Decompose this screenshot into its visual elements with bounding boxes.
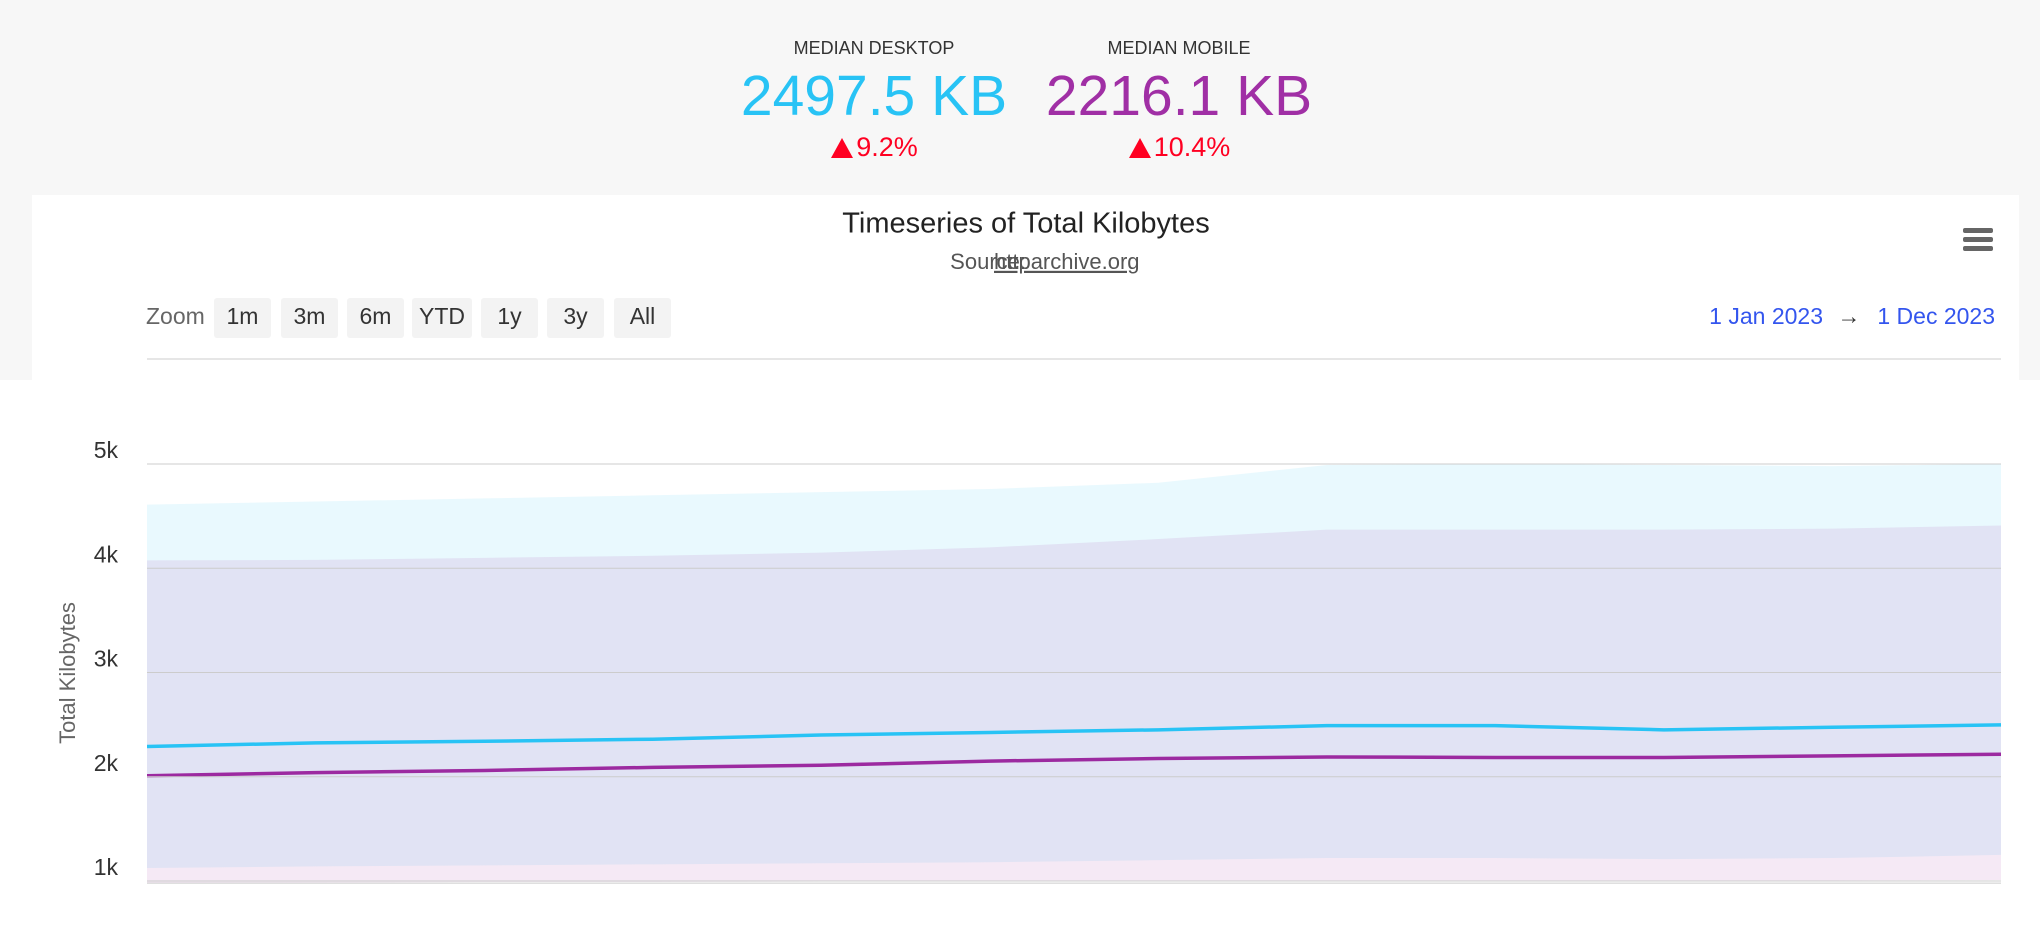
change-text: 10.4% (1153, 132, 1231, 162)
plot-area (147, 464, 2001, 884)
range-from[interactable]: 1 Jan 2023 (1709, 303, 1823, 329)
series-line (147, 723, 2001, 749)
up-arrow (1128, 137, 1151, 158)
zoom-button-bg (614, 298, 671, 338)
zoom-button[interactable]: 1y (481, 298, 538, 338)
zoom-label: Zoom (146, 303, 205, 329)
zoom-button-label: 3y (563, 303, 588, 329)
zoom-button[interactable]: 1m (214, 298, 271, 338)
chart-subtitle: Source: (950, 249, 1026, 274)
zoom-button-label: YTD (419, 303, 465, 329)
zoom-button[interactable]: 6m (347, 298, 404, 338)
zoom-button[interactable]: 3m (281, 298, 338, 338)
subtitle-source: Source: (950, 249, 1026, 274)
y-tick-label: 1k (94, 854, 119, 880)
zoom-button-bg (347, 298, 404, 338)
zoom-button-bg (481, 298, 538, 338)
zoom-button[interactable]: 3y (547, 298, 604, 338)
y-axis-title: Total Kilobytes (55, 602, 80, 744)
zoom-button-label: All (630, 303, 656, 329)
subtitle-link[interactable]: httparchive.org (994, 249, 1140, 274)
metric-change: 10.4% (1029, 132, 1329, 163)
y-tick-label: 2k (94, 750, 119, 776)
zoom-button[interactable]: YTD (412, 298, 472, 338)
zoom-button[interactable]: All (614, 298, 671, 338)
range-separator: → (1838, 303, 1861, 329)
range-band (147, 525, 2001, 884)
range-to[interactable]: 1 Dec 2023 (1877, 303, 1995, 329)
zoom-button-bg (281, 298, 338, 338)
y-tick-label: 3k (94, 646, 119, 672)
metric-change: 9.2% (724, 132, 1024, 163)
metric-desktop: MEDIAN DESKTOP 2497.5 KB 9.2% (724, 38, 1024, 163)
metric-label: MEDIAN MOBILE (1107, 38, 1251, 58)
up-arrow (831, 137, 854, 158)
zoom-button-label: 6m (360, 303, 392, 329)
change-text: 9.2% (856, 132, 918, 162)
zoom-button-label: 1m (227, 303, 259, 329)
zoom-button-bg (214, 298, 271, 338)
zoom-button-bg (547, 298, 604, 338)
zoom-button-bg (412, 298, 472, 338)
menu-icon[interactable] (1963, 228, 1993, 251)
metric-value: 2497.5 KB (740, 64, 1008, 128)
series-line (147, 752, 2001, 778)
chart-title: Timeseries of Total Kilobytes (842, 208, 1209, 240)
y-tick-label: 4k (94, 541, 119, 567)
zoom-button-label: 3m (294, 303, 326, 329)
metric-value: 2216.1 KB (1045, 64, 1313, 128)
metric-label: MEDIAN DESKTOP (793, 38, 955, 58)
metric-mobile: MEDIAN MOBILE 2216.1 KB 10.4% (1029, 38, 1329, 163)
y-tick-label: 5k (94, 437, 119, 463)
zoom-button-label: 1y (497, 303, 522, 329)
